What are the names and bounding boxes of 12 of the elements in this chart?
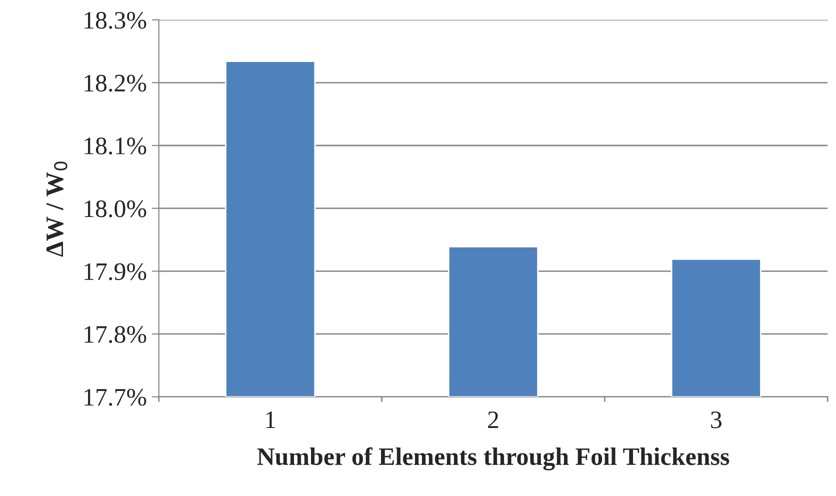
y-tick-label: 18.2%	[84, 74, 146, 92]
y-tick-label: 18.0%	[84, 200, 146, 218]
y-tick-label: 17.8%	[84, 326, 146, 344]
x-tick-label: 2	[488, 411, 498, 428]
y-tick-label: 17.9%	[84, 263, 146, 280]
y-tick-label: 17.7%	[84, 388, 146, 406]
y-tick-label: 18.1%	[84, 138, 146, 155]
x-tick-label: 3	[711, 411, 722, 428]
x-tick-label: 1	[266, 412, 276, 428]
y-tick-label: 18.3%	[84, 12, 146, 29]
x-axis-title: Number of Elements through Foil Thickenss	[257, 447, 730, 470]
y-axis-title: ΔW / W$_{0}$	[46, 162, 68, 257]
